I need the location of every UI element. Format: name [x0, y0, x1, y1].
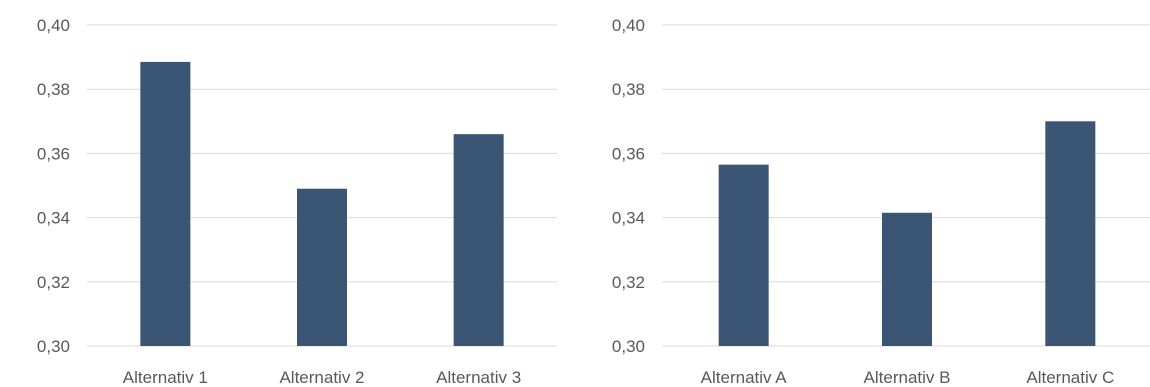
bar — [297, 188, 347, 346]
y-tick-label: 0,40 — [37, 16, 70, 35]
bar — [453, 134, 504, 346]
y-tick-label: 0,34 — [37, 209, 70, 228]
y-tick-label: 0,38 — [612, 80, 645, 99]
x-category-label: Alternativ A — [701, 368, 788, 387]
y-tick-label: 0,30 — [37, 337, 70, 356]
y-tick-label: 0,34 — [612, 209, 645, 228]
bar — [1045, 121, 1096, 346]
x-category-label: Alternativ 2 — [279, 368, 364, 387]
y-tick-label: 0,30 — [612, 337, 645, 356]
y-tick-label: 0,40 — [612, 16, 645, 35]
bar-chart-left: 0,30 0,32 0,34 0,36 0,38 0,40 Alternativ 1 Alte… — [37, 16, 557, 387]
y-tick-label: 0,36 — [37, 144, 70, 163]
x-category-label: Alternativ C — [1026, 368, 1114, 387]
y-tick-label: 0,32 — [37, 273, 70, 292]
bar — [140, 61, 191, 346]
bar — [718, 164, 769, 346]
x-category-label: Alternativ 3 — [436, 368, 521, 387]
bar — [882, 212, 932, 346]
x-category-label: Alternativ 1 — [123, 368, 208, 387]
x-category-label: Alternativ B — [864, 368, 951, 387]
bar-chart-right: 0,30 0,32 0,34 0,36 0,38 0,40 Alternativ A Alte… — [612, 16, 1150, 387]
y-tick-label: 0,38 — [37, 80, 70, 99]
y-tick-label: 0,32 — [612, 273, 645, 292]
y-tick-label: 0,36 — [612, 144, 645, 163]
